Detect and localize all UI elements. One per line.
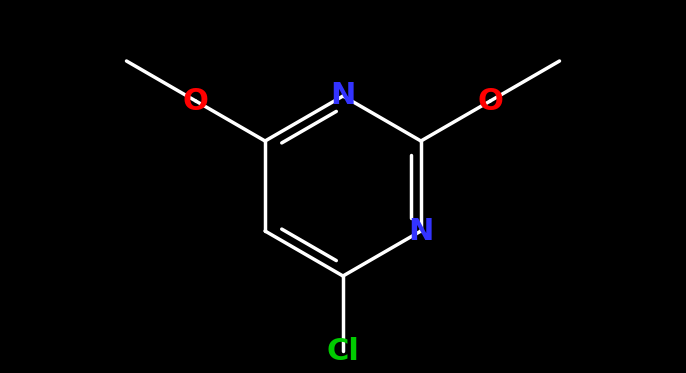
Text: Cl: Cl xyxy=(327,336,359,366)
Text: O: O xyxy=(183,87,209,116)
Text: O: O xyxy=(477,87,503,116)
Text: N: N xyxy=(331,81,355,110)
Text: N: N xyxy=(408,216,434,245)
